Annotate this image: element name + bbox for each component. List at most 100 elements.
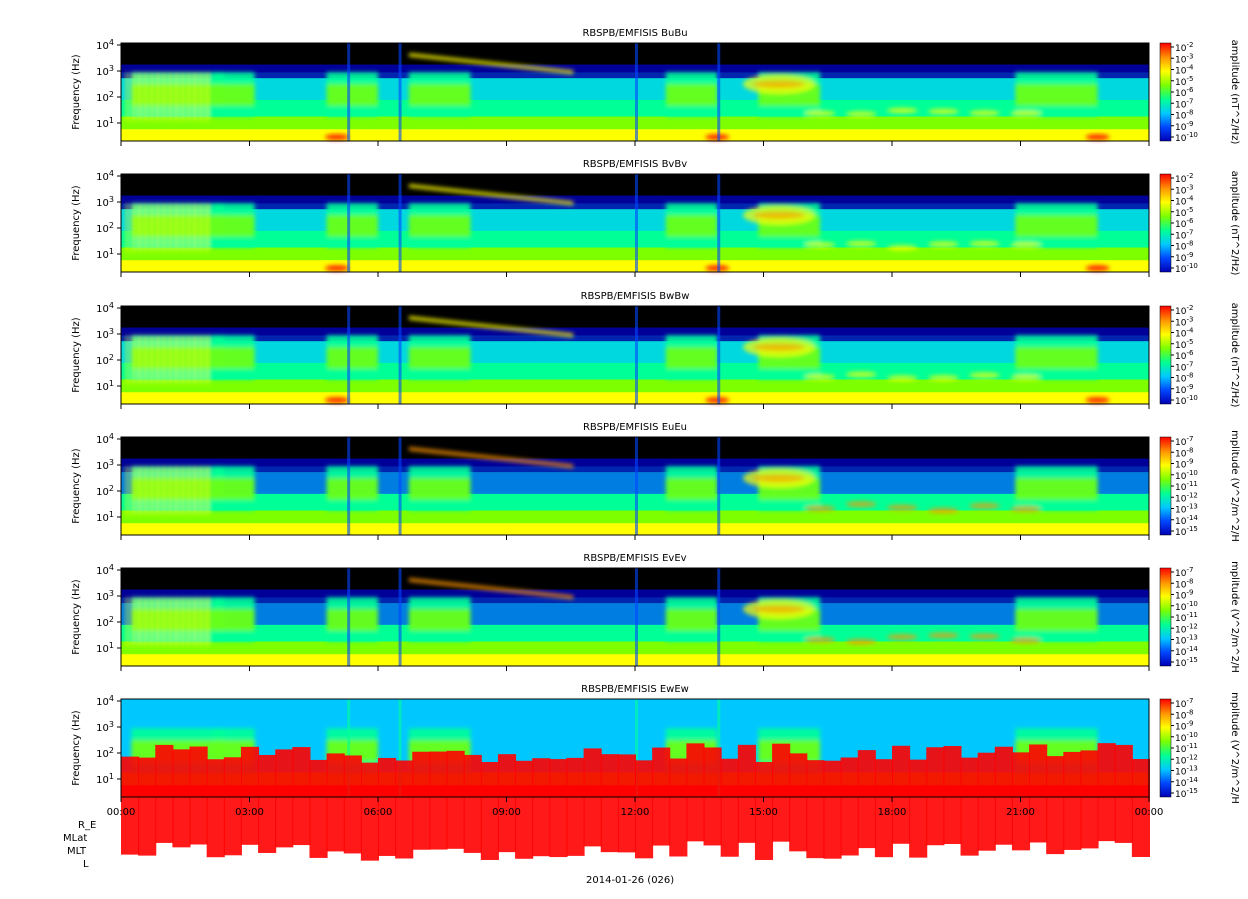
colorbar-tick-label: 10-8 [1175,372,1193,385]
colorbar-tick-label: 10-9 [1175,720,1193,733]
colorbar-tick-label: 10-6 [1175,349,1194,362]
y-tick-label: 101 [96,116,114,130]
spectrogram-panel: RBSPB/EMFISIS BuBu 101 102 103 104 Frequency … [71,28,1240,146]
colorbar-tick-label: 10-8 [1175,446,1193,459]
spectrogram-image [120,173,1150,273]
spectrogram-image [120,567,1150,667]
colorbar-tick-label: 10-7 [1175,97,1193,110]
y-tick-label: 102 [96,746,114,760]
y-tick-label: 104 [96,301,114,315]
colorbar-tick-label: 10-9 [1175,458,1193,471]
colorbar-tick-label: 10-14 [1175,776,1198,789]
y-tick-label: 103 [96,589,114,603]
colorbar-tick-label: 10-4 [1175,195,1194,208]
colorbar-label: mplitude (V^2/m^2/H [1229,692,1240,804]
y-axis-label: Frequency (Hz) [71,448,82,524]
colorbar-tick-label: 10-10 [1175,394,1198,407]
colorbar-tick-label: 10-13 [1175,765,1198,778]
x-tick-label: 12:00 [621,807,650,818]
spectrogram-image [120,42,1150,142]
y-tick-label: 104 [96,169,114,183]
footer-l-label: L [83,859,89,870]
colorbar-tick-label: 10-15 [1175,525,1198,538]
colorbar-tick-label: 10-12 [1175,491,1198,504]
colorbar-tick-label: 10-11 [1175,742,1198,755]
colorbar-label: mplitude (V^2/m^2/H [1229,561,1240,673]
colorbar-tick-label: 10-3 [1175,183,1193,196]
y-tick-label: 103 [96,720,114,734]
colorbar-tick-label: 10-2 [1175,304,1193,317]
colorbar-tick-label: 10-8 [1175,708,1193,721]
y-tick-label: 104 [96,694,114,708]
colorbar-tick-label: 10-9 [1175,589,1193,602]
colorbar-tick-label: 10-12 [1175,753,1198,766]
spectrogram-panel: RBSPB/EMFISIS BwBw 101 102 103 104 Frequency … [71,291,1240,409]
colorbar-tick-label: 10-15 [1175,656,1198,669]
colorbar-tick-label: 10-11 [1175,480,1198,493]
x-tick-label: 00:00 [1135,807,1164,818]
y-tick-label: 101 [96,641,114,655]
colorbar-tick-label: 10-7 [1175,566,1193,579]
colorbar [1159,42,1172,142]
colorbar-tick-label: 10-7 [1175,228,1193,241]
colorbar-tick-label: 10-5 [1175,206,1193,219]
spectrogram-panel: RBSPB/EMFISIS EvEv 101 102 103 104 Frequency … [71,553,1240,673]
spectrogram-image [120,698,1150,861]
x-tick-label: 03:00 [235,807,264,818]
y-tick-label: 102 [96,90,114,104]
y-axis-label: Frequency (Hz) [71,54,82,130]
colorbar-tick-label: 10-3 [1175,52,1193,65]
colorbar-tick-label: 10-15 [1175,787,1198,800]
spectrogram-panel: RBSPB/EMFISIS EwEw 101 102 103 104 Frequency … [71,684,1240,861]
colorbar-tick-label: 10-4 [1175,64,1194,77]
colorbar [1159,173,1172,273]
colorbar-tick-label: 10-14 [1175,514,1198,527]
colorbar-tick-label: 10-10 [1175,131,1198,144]
spectrogram-panel: RBSPB/EMFISIS BvBv 101 102 103 104 Frequency … [71,159,1240,277]
footer-mlt-label: MLT [67,846,86,857]
colorbar [1159,436,1172,536]
colorbar-tick-label: 10-4 [1175,327,1194,340]
colorbar-tick-label: 10-10 [1175,600,1198,613]
footer-re-label: R_E [78,820,97,831]
y-tick-label: 102 [96,615,114,629]
x-tick-label: 18:00 [878,807,907,818]
colorbar-tick-label: 10-13 [1175,503,1198,516]
colorbar-label: amplitude (nT^2/Hz) [1229,40,1240,145]
colorbar-tick-label: 10-2 [1175,172,1193,185]
y-axis-label: Frequency (Hz) [71,579,82,655]
colorbar-tick-label: 10-10 [1175,469,1198,482]
panel-title: RBSPB/EMFISIS BwBw [581,291,690,302]
colorbar-tick-label: 10-9 [1175,251,1193,264]
colorbar-tick-label: 10-7 [1175,360,1193,373]
y-tick-label: 101 [96,379,114,393]
colorbar-label: amplitude (nT^2/Hz) [1229,171,1240,276]
colorbar-tick-label: 10-10 [1175,262,1198,275]
y-tick-label: 104 [96,432,114,446]
y-tick-label: 102 [96,221,114,235]
colorbar-tick-label: 10-8 [1175,240,1193,253]
colorbar [1159,567,1172,667]
panel-title: RBSPB/EMFISIS EvEv [583,553,686,564]
colorbar-tick-label: 10-7 [1175,697,1193,710]
y-tick-label: 102 [96,484,114,498]
colorbar-tick-label: 10-8 [1175,109,1193,122]
y-tick-label: 104 [96,563,114,577]
colorbar-tick-label: 10-6 [1175,86,1194,99]
y-tick-label: 104 [96,38,114,52]
y-tick-label: 101 [96,772,114,786]
y-axis-label: Frequency (Hz) [71,317,82,393]
colorbar-tick-label: 10-3 [1175,315,1193,328]
y-tick-label: 102 [96,353,114,367]
footer-mlat-label: MLat [63,833,88,844]
colorbar-tick-label: 10-8 [1175,577,1193,590]
y-tick-label: 101 [96,247,114,261]
x-tick-label: 06:00 [364,807,393,818]
panel-group: RBSPB/EMFISIS BuBu 101 102 103 104 Frequency … [71,28,1240,861]
colorbar-tick-label: 10-13 [1175,634,1198,647]
date-label: 2014-01-26 (026) [586,875,675,886]
spectrogram-image [120,436,1150,536]
x-tick-label: 00:00 [107,807,136,818]
colorbar-tick-label: 10-5 [1175,338,1193,351]
